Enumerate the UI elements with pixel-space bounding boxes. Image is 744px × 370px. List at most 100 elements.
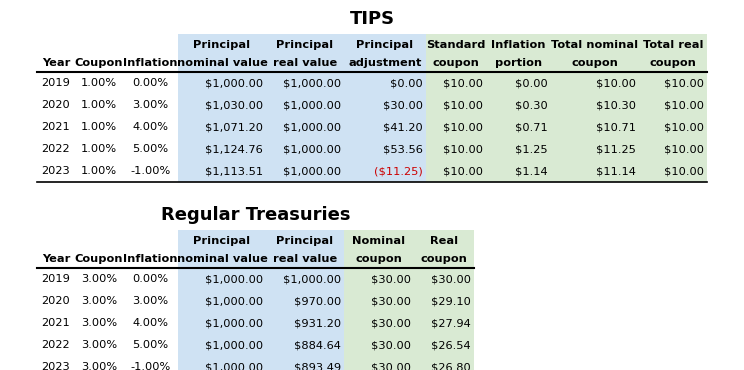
Bar [123,312,178,334]
Text: Regular Treasuries: Regular Treasuries [161,206,350,224]
Bar [37,94,75,116]
Text: 2019: 2019 [42,78,71,88]
Text: $30.00: $30.00 [371,362,411,370]
Text: $10.00: $10.00 [664,122,704,132]
Bar [266,356,344,370]
Text: 2021: 2021 [42,122,71,132]
Text: Principal: Principal [356,40,414,50]
Bar [551,116,639,138]
Text: 2023: 2023 [42,166,71,176]
Text: coupon: coupon [356,254,403,264]
Bar [75,94,123,116]
Text: $30.00: $30.00 [383,100,423,110]
Bar [178,334,266,356]
Bar [551,72,639,94]
Text: $1,000.00: $1,000.00 [205,78,263,88]
Bar [486,160,551,182]
Text: $41.20: $41.20 [383,122,423,132]
Bar [37,138,75,160]
Text: $27.94: $27.94 [432,318,471,328]
Text: coupon: coupon [432,58,479,68]
Bar [639,72,707,94]
Text: -1.00%: -1.00% [130,166,170,176]
Text: Coupon: Coupon [74,58,124,68]
Text: Year: Year [42,254,70,264]
Bar [266,34,344,72]
Text: $10.00: $10.00 [443,166,483,176]
Text: $10.71: $10.71 [596,122,636,132]
Text: $970.00: $970.00 [294,296,341,306]
Text: $10.00: $10.00 [664,166,704,176]
Bar [426,116,486,138]
Text: $30.00: $30.00 [371,318,411,328]
Text: $1,000.00: $1,000.00 [283,100,341,110]
Bar [344,72,426,94]
Bar [414,356,474,370]
Text: coupon: coupon [650,58,696,68]
Bar [551,94,639,116]
Text: real value: real value [273,254,337,264]
Text: $1,000.00: $1,000.00 [283,166,341,176]
Text: $10.00: $10.00 [664,78,704,88]
Bar [75,116,123,138]
Text: $1,000.00: $1,000.00 [283,274,341,284]
Text: $1,000.00: $1,000.00 [205,318,263,328]
Bar [426,138,486,160]
Bar [75,138,123,160]
Bar [344,334,414,356]
Bar [37,72,75,94]
Bar [266,160,344,182]
Text: portion: portion [495,58,542,68]
Text: Real: Real [430,236,458,246]
Text: Coupon: Coupon [74,254,124,264]
Text: 3.00%: 3.00% [81,340,117,350]
Text: $1,000.00: $1,000.00 [283,78,341,88]
Text: 3.00%: 3.00% [132,296,169,306]
Text: Inflation: Inflation [124,254,178,264]
Text: $1,000.00: $1,000.00 [205,362,263,370]
Text: 1.00%: 1.00% [81,122,117,132]
Text: coupon: coupon [420,254,467,264]
Bar [486,94,551,116]
Bar [486,138,551,160]
Bar [75,334,123,356]
Bar [486,72,551,94]
Bar [414,230,474,268]
Bar [414,312,474,334]
Text: Inflation: Inflation [491,40,546,50]
Text: Total real: Total real [643,40,703,50]
Bar [344,312,414,334]
Bar [639,160,707,182]
Text: 2020: 2020 [42,296,71,306]
Bar [426,94,486,116]
Bar [639,116,707,138]
Text: $10.00: $10.00 [596,78,636,88]
Bar [178,160,266,182]
Bar [123,268,178,290]
Text: $0.00: $0.00 [516,78,548,88]
Bar [37,230,75,268]
Text: 5.00%: 5.00% [132,144,169,154]
Bar [37,334,75,356]
Text: 2022: 2022 [42,340,71,350]
Text: $10.00: $10.00 [664,144,704,154]
Text: $0.30: $0.30 [516,100,548,110]
Bar [344,34,426,72]
Text: 3.00%: 3.00% [81,318,117,328]
Bar [266,230,344,268]
Bar [37,312,75,334]
Text: $10.00: $10.00 [443,100,483,110]
Text: $11.14: $11.14 [596,166,636,176]
Bar [344,268,414,290]
Text: 2022: 2022 [42,144,71,154]
Bar [344,160,426,182]
Bar [37,160,75,182]
Text: $884.64: $884.64 [294,340,341,350]
Bar [414,268,474,290]
Bar [344,94,426,116]
Text: $26.54: $26.54 [432,340,471,350]
Bar [178,34,266,72]
Text: -1.00%: -1.00% [130,362,170,370]
Bar [123,160,178,182]
Bar [266,94,344,116]
